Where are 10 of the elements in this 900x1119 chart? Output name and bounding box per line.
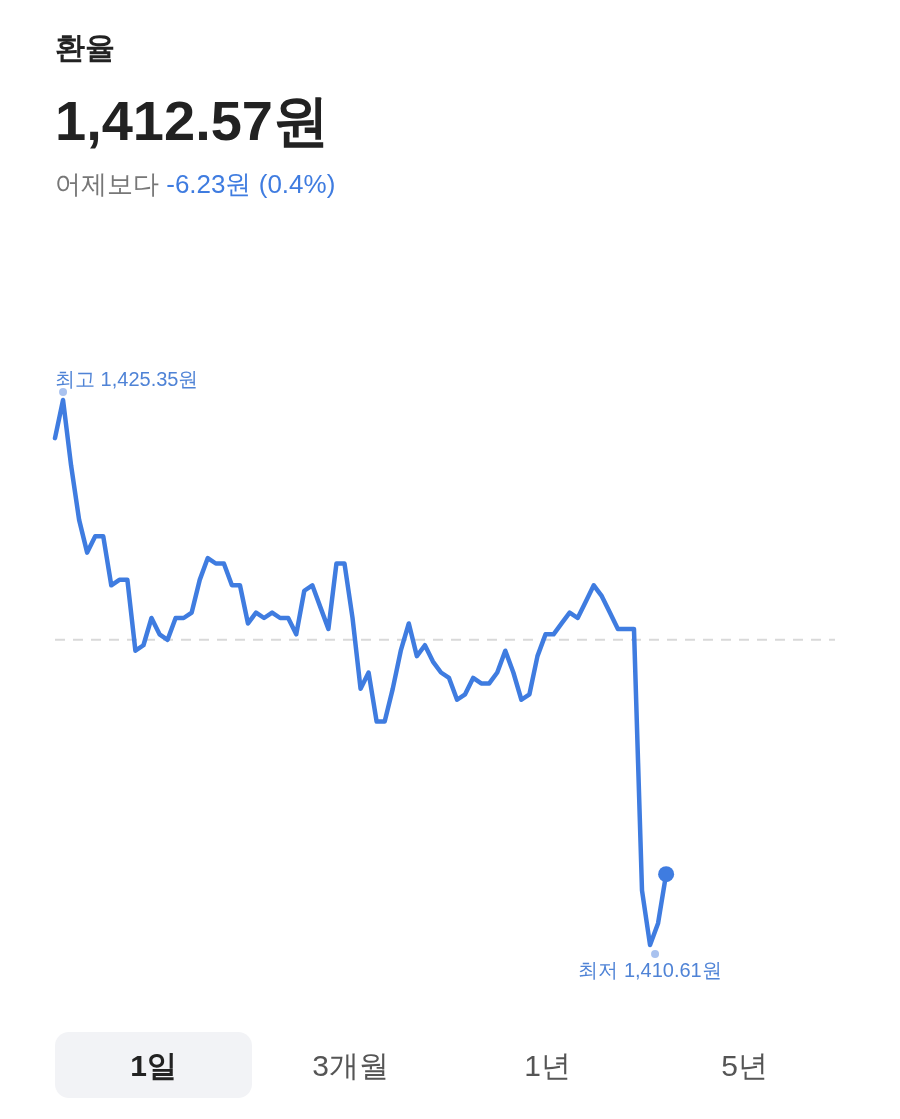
text: 최저 1,410.61원 [578, 959, 722, 981]
text: 1년 [524, 1049, 571, 1082]
text: 5년 [721, 1049, 768, 1082]
chart-title: 환율 [55, 31, 115, 64]
text: 3개월 [312, 1049, 389, 1082]
text: 최고 1,425.35원 [55, 368, 199, 390]
text: -6.23원 (0.4%) [166, 169, 336, 199]
text: 어제보다 [55, 169, 167, 199]
text: 1일 [130, 1049, 177, 1082]
chart-subtitle: 1,412.57원 [55, 89, 329, 152]
